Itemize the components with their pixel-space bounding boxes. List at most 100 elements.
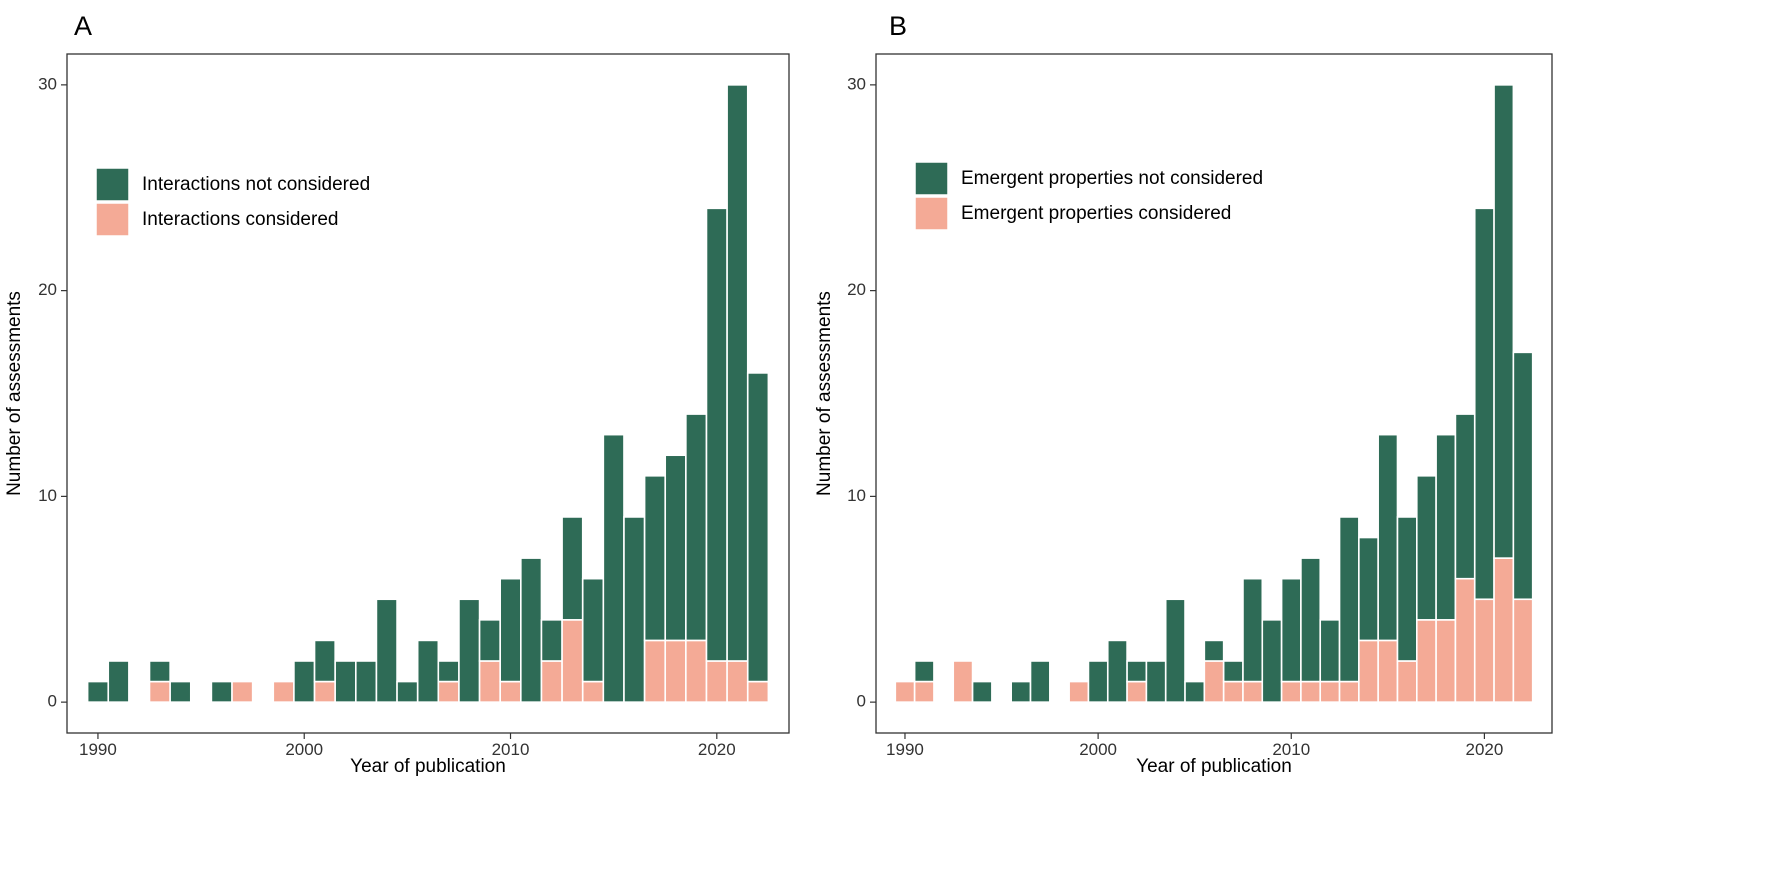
bar-2021-considered (1493, 557, 1515, 703)
bar-2008-not-considered (458, 598, 481, 703)
bar-2007-considered (437, 680, 460, 703)
x-tick-label: 2020 (1465, 740, 1503, 759)
legend-key-not-considered (95, 167, 130, 202)
bar-2000-not-considered (293, 660, 316, 703)
y-tick-label: 20 (847, 280, 866, 299)
bar-2020-not-considered (1473, 207, 1495, 601)
bar-1991-not-considered (107, 660, 130, 703)
legend-label: Emergent properties not considered (961, 168, 1263, 189)
bar-1993-considered (148, 680, 171, 703)
bar-2015-considered (1377, 639, 1399, 703)
bar-2013-considered (1338, 680, 1360, 703)
bar-1997-considered (231, 680, 254, 703)
bar-1999-considered (1068, 680, 1090, 703)
bar-2018-considered (1435, 619, 1457, 703)
bar-2012-considered (1319, 680, 1341, 703)
bar-2020-not-considered (705, 207, 728, 662)
x-axis-title: Year of publication (1136, 756, 1292, 777)
bar-2006-considered (1203, 660, 1225, 703)
bar-1994-not-considered (169, 680, 192, 703)
bar-1997-not-considered (1029, 660, 1051, 703)
legend-label: Emergent properties considered (961, 203, 1231, 224)
bar-1990-considered (894, 680, 916, 703)
bar-2005-not-considered (396, 680, 419, 703)
y-tick-label: 30 (38, 74, 57, 93)
bar-2020-considered (1473, 598, 1495, 703)
bar-2010-considered (1280, 680, 1302, 703)
bar-2000-not-considered (1087, 660, 1109, 703)
bar-1996-not-considered (210, 680, 233, 703)
y-tick-label: 10 (847, 486, 866, 505)
panel-label: A (74, 11, 92, 41)
bar-2021-not-considered (726, 84, 749, 662)
bar-2006-not-considered (1203, 639, 1225, 662)
bar-2002-considered (1126, 680, 1148, 703)
bar-2001-considered (313, 680, 336, 703)
bar-2013-considered (561, 619, 584, 703)
plot-frame (66, 53, 790, 734)
x-tick-label: 2020 (698, 740, 736, 759)
bar-1991-considered (913, 680, 935, 703)
bar-2002-not-considered (334, 660, 357, 703)
x-axis-title: Year of publication (350, 756, 506, 777)
y-tick-label: 30 (847, 74, 866, 93)
x-tick-label: 1990 (886, 740, 924, 759)
legend-key-considered (914, 196, 949, 231)
bar-2011-not-considered (520, 557, 543, 703)
y-tick-label: 10 (38, 486, 57, 505)
bar-2019-considered (1454, 577, 1476, 703)
bar-2008-considered (1242, 680, 1264, 703)
y-axis-title: Number of assessments (4, 291, 25, 496)
bar-2009-not-considered (478, 619, 502, 662)
chart-panel-b: B 0 10 20 30 1990 2000 2010 2020 Year of publicat… (814, 11, 1553, 777)
bar-2014-not-considered (1358, 536, 1379, 642)
bars (86, 84, 770, 703)
bar-1991-not-considered (913, 660, 935, 683)
bar-2001-not-considered (1106, 639, 1128, 703)
bar-2017-considered (1416, 619, 1437, 703)
bars (894, 84, 1534, 703)
legend-key-considered (95, 202, 130, 237)
bar-2003-not-considered (1145, 660, 1167, 703)
bar-2009-considered (478, 660, 502, 703)
x-tick-label: 2010 (492, 740, 530, 759)
x-tick-label: 2010 (1272, 740, 1310, 759)
y-tick-label: 20 (38, 280, 57, 299)
bar-1993-considered (952, 660, 974, 703)
bar-2019-considered (685, 639, 708, 703)
bar-1993-not-considered (148, 660, 171, 683)
legend-key-not-considered (914, 161, 949, 196)
bar-2018-not-considered (1435, 433, 1457, 621)
bar-2016-considered (1396, 660, 1418, 703)
bar-2020-considered (705, 660, 728, 703)
bar-2007-not-considered (437, 660, 460, 683)
x-tick-label: 1990 (79, 740, 117, 759)
bar-2022-not-considered (1512, 351, 1534, 601)
bar-2017-considered (643, 639, 667, 703)
bar-2012-not-considered (540, 619, 563, 662)
bar-2022-not-considered (746, 372, 770, 683)
bar-2018-considered (664, 639, 687, 703)
bar-2001-not-considered (313, 639, 336, 683)
bar-2013-not-considered (1338, 516, 1360, 683)
x-tick-label: 2000 (285, 740, 323, 759)
bar-2006-not-considered (416, 639, 440, 703)
bar-2010-not-considered (499, 577, 522, 683)
bar-2022-considered (1512, 598, 1534, 703)
plot-frame (875, 53, 1553, 734)
bar-2021-considered (726, 660, 749, 703)
bar-2002-not-considered (1126, 660, 1148, 683)
bar-2017-not-considered (643, 475, 667, 642)
bar-1990-not-considered (86, 680, 110, 703)
bar-2011-considered (1300, 680, 1322, 703)
legend: Emergent properties not considered Emerge… (914, 161, 1263, 231)
bar-2018-not-considered (664, 454, 687, 642)
y-axis-title: Number of assessments (814, 291, 835, 496)
bar-2015-not-considered (1377, 433, 1399, 642)
bar-2015-not-considered (602, 433, 625, 703)
bar-2014-considered (1358, 639, 1379, 703)
bar-2014-considered (581, 680, 605, 703)
bar-2019-not-considered (1454, 413, 1476, 580)
bar-2010-not-considered (1280, 577, 1302, 683)
